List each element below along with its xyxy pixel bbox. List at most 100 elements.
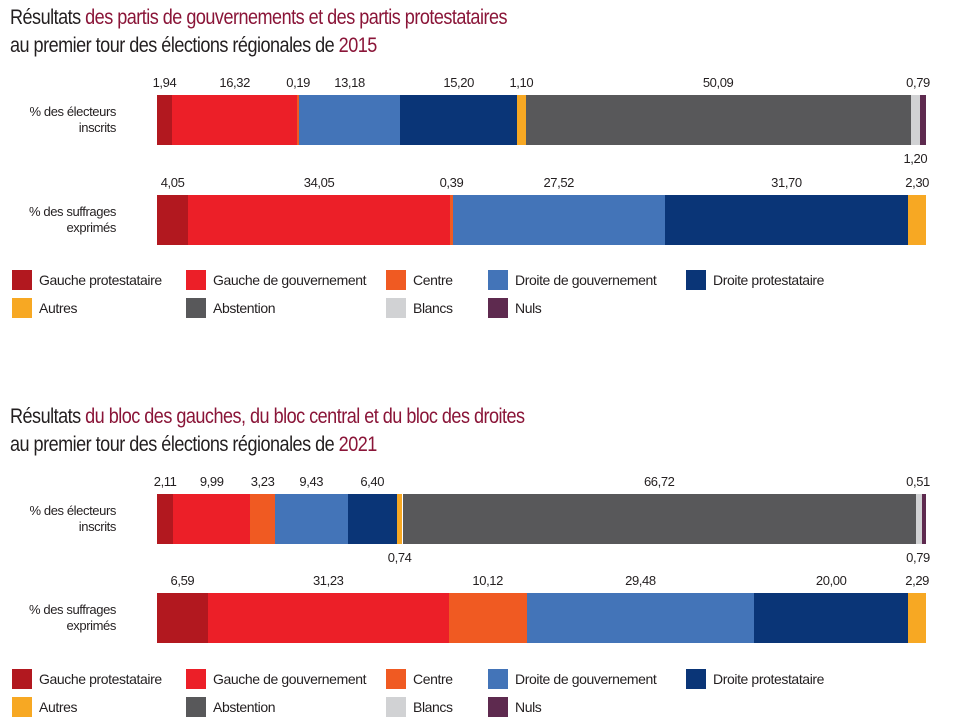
legend-label: Gauche de gouvernement (213, 671, 367, 687)
value-label-centre: 10,12 (472, 573, 503, 588)
legend-swatch (386, 270, 406, 290)
bar-segment-autres (908, 593, 926, 643)
row-label-line: % des suffrages (29, 204, 116, 219)
bar-segment-droite-protestataire (400, 95, 518, 145)
bar-segment-gauche-de-gouvernement (173, 494, 251, 544)
value-label-autres: 2,29 (905, 573, 930, 588)
stacked-bar-des-suffrages-exprimes (157, 593, 926, 643)
value-label-gauche-de-gouvernement: 31,23 (312, 573, 344, 588)
legend-swatch (12, 270, 32, 290)
bar-segment-abstention (525, 95, 911, 145)
chart-2015: Résultats des partis de gouvernements et… (0, 0, 956, 330)
bar-segment-gauche-de-gouvernement (171, 95, 298, 145)
bar-segment-nuls (919, 95, 926, 145)
legend-swatch (386, 669, 406, 689)
title-accent: des partis de gouvernements et des parti… (85, 6, 507, 29)
row-label-line: % des électeurs (29, 503, 117, 518)
value-label-nuls: 0,51 (906, 474, 930, 489)
legend-swatch (186, 669, 206, 689)
value-label-centre: 0,39 (439, 175, 464, 190)
bar-segment-gauche-protestataire (157, 95, 172, 145)
value-label-droite-protestataire: 31,70 (771, 175, 802, 190)
row-label-des-electeurs-inscrits: % des électeurs inscrits (0, 104, 117, 136)
legend-swatch (488, 298, 508, 318)
legend-item-abstention: Abstention (186, 298, 276, 318)
legend-swatch (686, 669, 706, 689)
value-label-abstention: 66,72 (643, 474, 675, 489)
row-label-line: % des électeurs (29, 104, 117, 119)
value-label-droite-de-gouvernement: 9,43 (299, 474, 324, 489)
value-label-gauche-de-gouvernement: 34,05 (303, 175, 335, 190)
legend-label: Abstention (213, 300, 276, 316)
legend-item-gauche-protestataire: Gauche protestataire (12, 669, 162, 689)
legend-label: Blancs (413, 300, 453, 316)
legend-label: Nuls (515, 699, 542, 715)
value-label-gauche-protestataire: 4,05 (160, 175, 185, 190)
legend-item-gauche-protestataire: Gauche protestataire (12, 270, 162, 290)
legend-swatch (12, 697, 32, 717)
bar-segment-centre (449, 195, 453, 245)
bar-segment-blancs (915, 494, 923, 544)
title-year: 2021 (338, 433, 378, 456)
bar-segment-gauche-protestataire (157, 195, 189, 245)
title-prefix: Résultats (10, 6, 86, 29)
chart-2021: Résultats du bloc des gauches, du bloc c… (0, 399, 956, 720)
value-label-droite-de-gouvernement: 13,18 (334, 75, 365, 90)
legend-label: Autres (39, 699, 78, 715)
legend-item-centre: Centre (386, 669, 453, 689)
title-prefix: Résultats (10, 405, 86, 428)
legend-label: Droite protestataire (713, 671, 825, 687)
bar-segment-autres (908, 195, 926, 245)
legend-item-autres: Autres (12, 697, 77, 717)
row-label-des-electeurs-inscrits: % des électeurs inscrits (0, 503, 117, 535)
value-label-droite-protestataire: 6,40 (360, 474, 385, 489)
chart-title: Résultats du bloc des gauches, du bloc c… (10, 403, 525, 459)
legend-label: Gauche protestataire (39, 671, 162, 687)
legend-item-autres: Autres (12, 298, 77, 318)
value-label-abstention: 50,09 (702, 75, 734, 90)
title-line2: au premier tour des élections régionales… (10, 34, 339, 57)
row-label-line: % des suffrages (29, 602, 116, 617)
legend-label: Autres (39, 300, 78, 316)
value-label-droite-protestataire: 20,00 (815, 573, 847, 588)
legend-swatch (186, 298, 206, 318)
title-accent: du bloc des gauches, du bloc central et … (85, 405, 525, 428)
value-label-centre: 3,23 (250, 474, 275, 489)
value-label-gauche-protestataire: 6,59 (170, 573, 195, 588)
legend-label: Centre (413, 671, 453, 687)
legend-item-blancs: Blancs (386, 298, 453, 318)
value-label-centre: 0,19 (286, 75, 310, 90)
legend-swatch (488, 669, 508, 689)
legend-swatch (186, 270, 206, 290)
value-label-blancs: 1,20 (903, 151, 928, 166)
legend-item-droite-de-gouvernement: Droite de gouvernement (488, 669, 657, 689)
bar-segment-autres (396, 494, 403, 544)
legend-swatch (386, 298, 406, 318)
legend-label: Droite de gouvernement (515, 272, 657, 288)
title-line2: au premier tour des élections régionales… (10, 433, 339, 456)
legend-label: Abstention (213, 699, 276, 715)
legend-swatch (488, 697, 508, 717)
legend-item-gauche-de-gouvernement: Gauche de gouvernement (186, 270, 366, 290)
legend-swatch (12, 669, 32, 689)
value-label-droite-protestataire: 15,20 (443, 75, 474, 90)
legend-item-blancs: Blancs (386, 697, 453, 717)
legend-item-centre: Centre (386, 270, 453, 290)
stacked-bar-des-electeurs-inscrits (157, 494, 926, 544)
stacked-bar-des-electeurs-inscrits (157, 95, 926, 145)
legend-swatch (488, 270, 508, 290)
bar-segment-droite-protestataire (347, 494, 397, 544)
legend-item-abstention: Abstention (186, 697, 276, 717)
bar-segment-droite-de-gouvernement (526, 593, 755, 643)
bar-segment-droite-de-gouvernement (452, 195, 665, 245)
value-label-gauche-protestataire: 2,11 (153, 474, 177, 489)
legend-item-droite-de-gouvernement: Droite de gouvernement (488, 270, 657, 290)
row-label-des-suffrages-exprimes: % des suffrages exprimés (0, 602, 116, 634)
legend-label: Blancs (413, 699, 453, 715)
value-label-nuls: 0,79 (906, 75, 930, 90)
bar-segment-centre (297, 95, 299, 145)
bar-segment-droite-protestataire (664, 195, 909, 245)
legend-label: Gauche protestataire (39, 272, 162, 288)
bar-segment-nuls (922, 494, 926, 544)
bar-segment-centre (448, 593, 527, 643)
